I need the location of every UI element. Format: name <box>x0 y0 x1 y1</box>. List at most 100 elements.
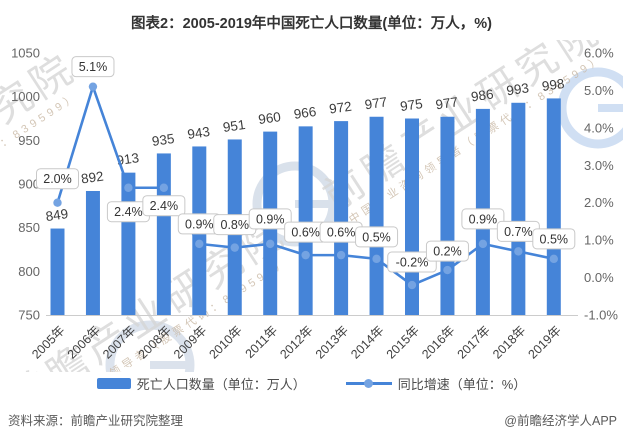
bar-value-label: 960 <box>257 109 281 127</box>
bar-value-label: 998 <box>541 76 565 94</box>
x-axis-label: 2013年 <box>313 323 351 361</box>
growth-label-text: 0.7% <box>504 225 533 239</box>
bar-2018年 <box>511 102 526 315</box>
left-axis-tick: 750 <box>18 308 40 323</box>
line-point-2010年 <box>230 243 239 252</box>
left-axis-tick: 1000 <box>11 89 40 104</box>
x-axis-label: 2011年 <box>243 323 281 361</box>
line-point-2015年 <box>407 280 417 290</box>
svg-text:2018年: 2018年 <box>490 323 528 361</box>
growth-label-box: -0.2% <box>387 251 437 273</box>
line-point-2013年 <box>336 250 346 260</box>
x-axis-label: 2019年 <box>526 323 564 361</box>
growth-label-box: 0.6% <box>284 221 328 243</box>
growth-label-text: 2.0% <box>43 172 72 186</box>
bar-value-label: 913 <box>116 150 140 168</box>
line-point-2006年 <box>88 82 98 91</box>
line-point-2005年 <box>53 198 62 207</box>
bar-value-label: 972 <box>328 99 352 117</box>
bar-swatch-icon <box>96 378 131 389</box>
bar-value-label: 986 <box>470 86 494 104</box>
growth-label-text: 0.6% <box>291 226 320 240</box>
line-point-2011年 <box>266 239 275 249</box>
bar-2007年 <box>121 172 136 315</box>
left-axis-tick: 850 <box>18 220 40 235</box>
left-axis-tick: 1050 <box>11 46 40 61</box>
bar-value-label: 993 <box>506 80 530 98</box>
line-swatch-icon <box>345 379 392 388</box>
right-axis-tick: 1.0% <box>584 233 614 248</box>
right-axis-tick: 0.0% <box>584 270 614 285</box>
bar-value-label: 943 <box>186 124 210 142</box>
growth-label-box: 0.2% <box>425 240 469 262</box>
growth-label-box: 0.9% <box>248 208 292 230</box>
growth-label-box: 0.8% <box>213 214 257 236</box>
growth-label-box: 2.4% <box>142 195 186 217</box>
watermark-logo-icon <box>557 67 623 149</box>
growth-label-box: 0.7% <box>496 220 540 242</box>
line-point-2016年 <box>443 265 452 275</box>
bar-2008年 <box>156 153 171 315</box>
bar-2006年 <box>85 190 100 315</box>
line-swatch-dot-icon <box>363 379 373 388</box>
svg-text:2017年: 2017年 <box>455 323 493 361</box>
x-axis-label: 2015年 <box>384 323 422 361</box>
left-axis-tick: 800 <box>18 264 40 279</box>
growth-label-text: 0.8% <box>221 218 250 232</box>
chart-title: 图表2：2005-2019年中国死亡人口数量(单位：万人，%) <box>131 16 492 32</box>
right-axis-tick: 6.0% <box>584 46 614 61</box>
bar-2013年 <box>334 121 349 316</box>
bar-value-label: 892 <box>80 169 104 187</box>
growth-label-box: 0.5% <box>532 228 576 250</box>
source-text: 资料来源：前瞻产业研究院整理 <box>8 414 184 428</box>
left-axis-tick: 900 <box>18 177 40 192</box>
line-point-2018年 <box>514 247 523 256</box>
line-point-2012年 <box>301 250 310 260</box>
right-axis-tick: 3.0% <box>584 158 614 173</box>
bar-value-label: 975 <box>399 96 423 114</box>
x-axis-label: 2010年 <box>206 323 244 361</box>
x-axis-label: 2018年 <box>490 323 528 361</box>
growth-label-box: 0.6% <box>319 221 363 243</box>
right-axis-tick: -1.0% <box>584 308 618 323</box>
svg-text:2014年: 2014年 <box>348 323 386 361</box>
growth-label-box: 5.1% <box>71 56 115 78</box>
svg-text:2012年: 2012年 <box>277 323 315 361</box>
footer: 资料来源：前瞻产业研究院整理 @前瞻经济学人APP <box>8 410 617 429</box>
bar-2016年 <box>440 116 455 316</box>
x-axis-label: 2016年 <box>419 323 457 361</box>
line-point-2008年 <box>159 183 169 192</box>
legend-label-deaths: 死亡人口数量（单位：万人） <box>136 377 306 392</box>
line-point-2014年 <box>372 254 381 264</box>
growth-label-text: 0.9% <box>185 217 214 231</box>
growth-label-box: 0.9% <box>461 208 505 230</box>
combo-chart: 前瞻产业研究院中国产业咨询领导者（股票代码：839599）前瞻产业研究院中国产业… <box>0 40 623 372</box>
svg-text:2013年: 2013年 <box>313 323 351 361</box>
x-axis-label: 2012年 <box>277 323 315 361</box>
growth-label-text: 0.5% <box>540 232 569 246</box>
bar-value-label: 977 <box>435 94 459 112</box>
bar-value-label: 977 <box>364 94 388 112</box>
svg-text:2010年: 2010年 <box>206 323 244 361</box>
growth-label-text: 0.9% <box>256 212 285 226</box>
line-point-2017年 <box>478 239 488 249</box>
legend-item-growth: 同比增速（单位：%） <box>345 374 526 393</box>
legend-item-deaths: 死亡人口数量（单位：万人） <box>96 374 306 393</box>
watermark-logo-icon <box>105 320 195 372</box>
growth-label-text: 2.4% <box>150 199 179 213</box>
growth-label-text: 0.5% <box>362 230 391 244</box>
credit-text: @前瞻经济学人APP <box>504 414 617 428</box>
growth-label-text: 5.1% <box>79 60 108 74</box>
growth-label-text: -0.2% <box>396 256 429 270</box>
svg-text:2019年: 2019年 <box>526 323 564 361</box>
growth-label-box: 0.9% <box>177 213 221 235</box>
bar-2012年 <box>298 126 313 315</box>
bar-2014年 <box>369 116 384 316</box>
svg-text:2016年: 2016年 <box>419 323 457 361</box>
growth-label-text: 0.2% <box>433 245 462 259</box>
line-point-2007年 <box>124 183 133 192</box>
x-axis-label: 2014年 <box>348 323 386 361</box>
growth-label-text: 2.4% <box>114 205 143 219</box>
bar-value-label: 849 <box>45 206 69 224</box>
growth-label-text: 0.6% <box>327 226 356 240</box>
